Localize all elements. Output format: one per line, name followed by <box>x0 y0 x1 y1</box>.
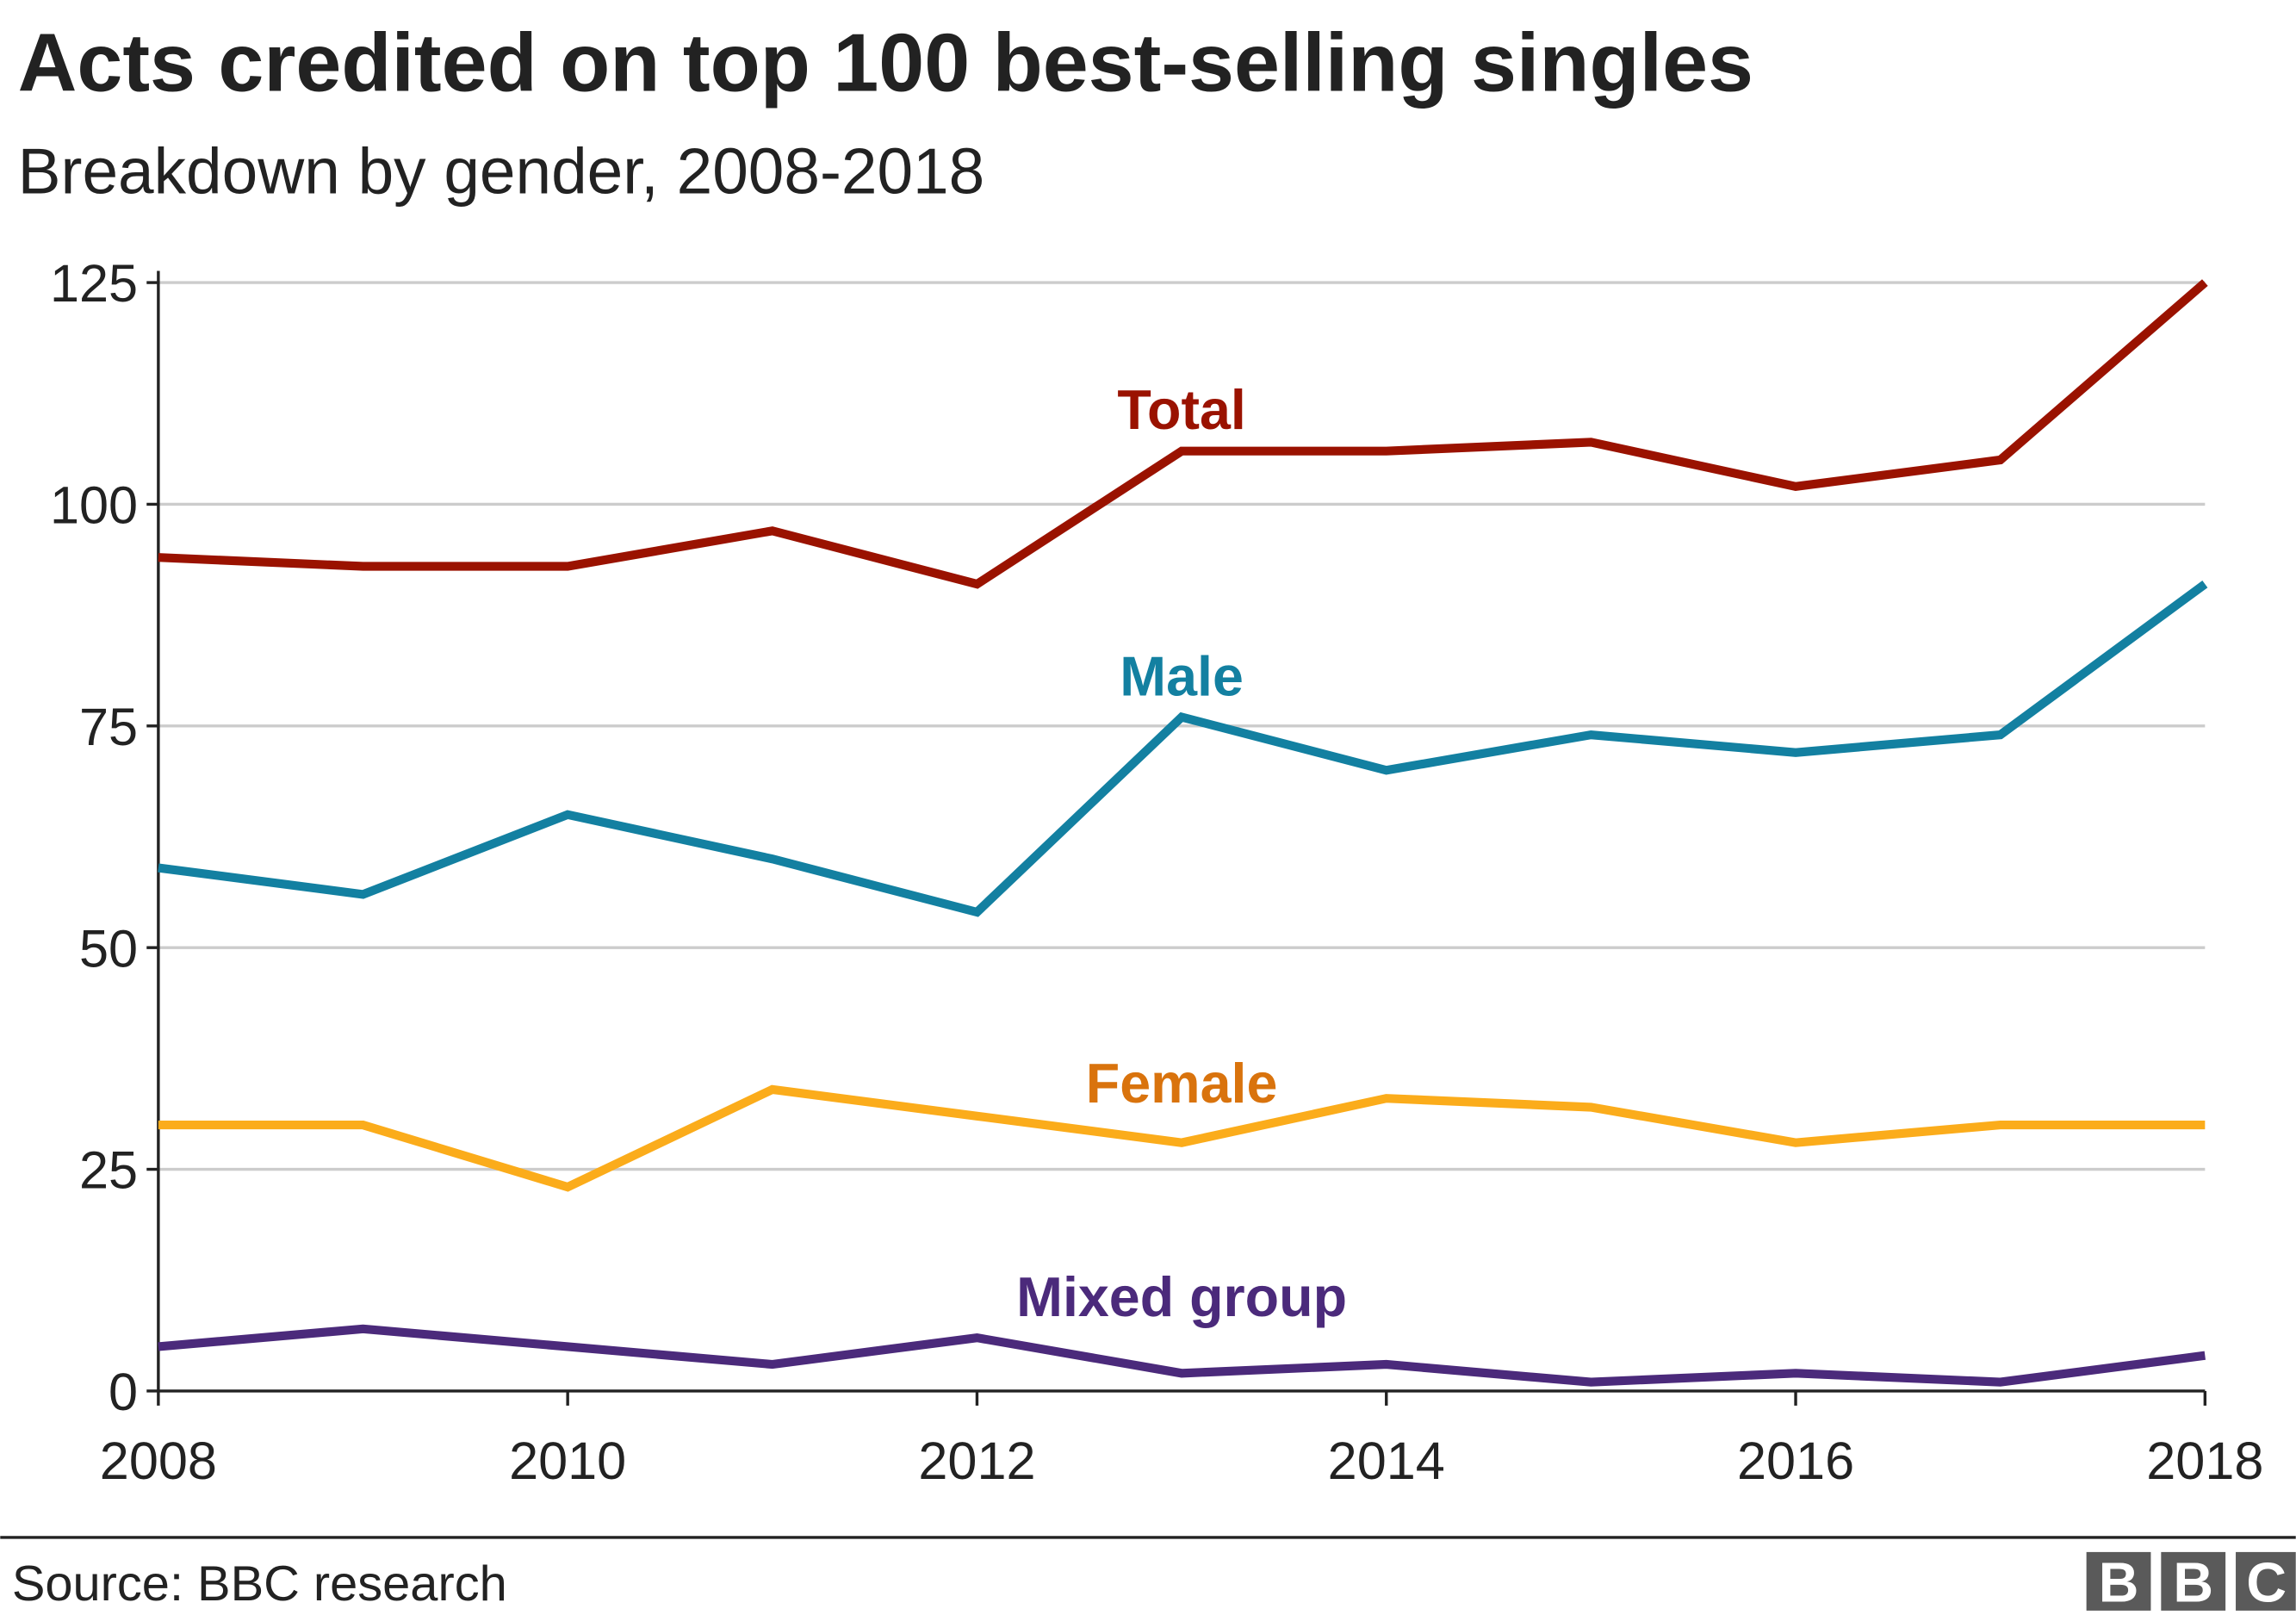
y-axis: 0 25 50 75 100 125 <box>50 254 160 1421</box>
chart-title: Acts credited on top 100 best-selling si… <box>18 17 1753 109</box>
y-tick-label: 125 <box>50 254 138 313</box>
series-label-total: Total <box>1117 379 1245 441</box>
series-label-mixed-group: Mixed group <box>1016 1266 1347 1328</box>
y-tick-label: 50 <box>79 919 138 978</box>
y-tick-label: 100 <box>50 476 138 535</box>
x-tick-label: 2018 <box>2146 1432 2263 1490</box>
x-tick-label: 2012 <box>918 1432 1035 1490</box>
series-line-mixed-group <box>158 1324 2206 1387</box>
series-line-total <box>158 279 2208 589</box>
y-tick-label: 25 <box>79 1141 138 1200</box>
x-tick-label: 2014 <box>1328 1432 1445 1490</box>
source-note: Source: BBC research <box>12 1556 507 1612</box>
series-line-male <box>158 580 2208 917</box>
series-lines <box>158 279 2208 1387</box>
chart-subtitle: Breakdown by gender, 2008-2018 <box>18 134 985 207</box>
svg-text:B: B <box>2173 1552 2213 1614</box>
gridlines <box>158 281 2206 1171</box>
series-label-female: Female <box>1086 1053 1278 1115</box>
svg-text:B: B <box>2099 1552 2139 1614</box>
x-tick-label: 2008 <box>100 1432 217 1490</box>
svg-text:C: C <box>2246 1552 2287 1614</box>
y-tick-label: 0 <box>109 1363 138 1421</box>
x-tick-label: 2016 <box>1737 1432 1854 1490</box>
series-labels: Total Male Female Mixed group <box>1016 379 1347 1328</box>
x-axis: 2008 2010 2012 2014 2016 2018 <box>100 1389 2263 1490</box>
y-tick-label: 75 <box>79 698 138 756</box>
series-line-female <box>158 1084 2206 1192</box>
x-tick-label: 2010 <box>509 1432 626 1490</box>
bbc-logo: B B C <box>2086 1552 2296 1614</box>
series-label-male: Male <box>1120 645 1244 707</box>
